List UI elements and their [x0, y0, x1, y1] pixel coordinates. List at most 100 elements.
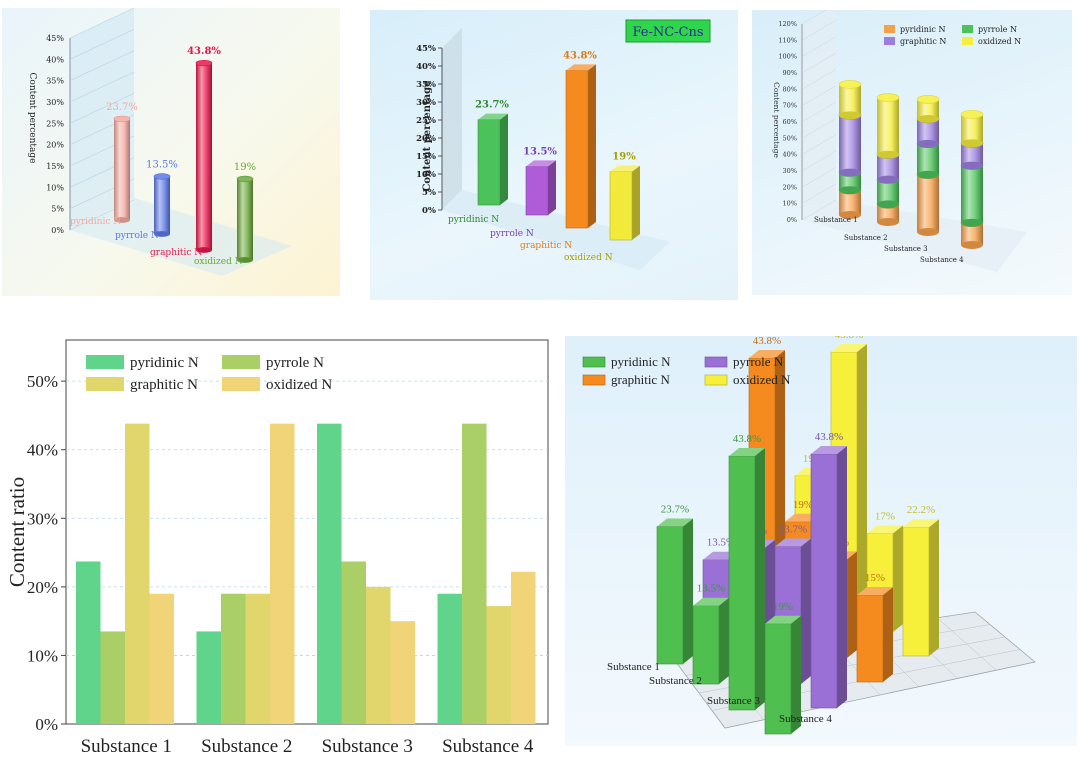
bar-segment-oxidized-N-base [961, 139, 983, 148]
data-label: 23.7% [779, 524, 807, 536]
bar-segment-pyridinic-N [961, 222, 983, 245]
bar-oxidized-N-base [237, 257, 253, 263]
y-tick-label: 25% [46, 119, 64, 128]
bar-pyridinic-N-top [693, 597, 729, 606]
legend-swatch [222, 377, 260, 391]
bar-pyridinic-N [764, 623, 792, 735]
grid-line [801, 101, 837, 123]
floor-plane [802, 200, 1027, 272]
grid-line [801, 20, 837, 41]
legend-label: pyrrole N [978, 25, 1017, 34]
y-tick-label: 40% [416, 62, 436, 72]
legend-swatch [962, 37, 973, 45]
data-label: 19% [234, 162, 256, 173]
bar-pyridinic-N-top [478, 113, 508, 120]
data-label: 43.8% [187, 46, 221, 57]
bar-segment-pyrrole-N [877, 179, 899, 205]
y-tick-label: 45% [416, 44, 436, 54]
bar-pyridinic-N [656, 526, 684, 665]
back-wall [802, 10, 836, 220]
bar-pyrrole-N [810, 453, 838, 709]
bar-pyridinic-N [317, 423, 342, 724]
bar-segment-graphitic-N [917, 118, 939, 144]
floor-plane [442, 190, 670, 270]
bar-pyridinic-N-side [500, 113, 508, 205]
bar-graphitic-N-top [857, 587, 893, 595]
bar-pyridinic-N [196, 631, 221, 724]
grid-line [801, 10, 827, 25]
bar-pyrrole-N [525, 166, 549, 216]
y-tick-label: 30% [416, 98, 436, 108]
bar-pyrrole-N [221, 593, 246, 724]
y-tick-label: 50% [27, 372, 58, 391]
x-tick-label: Substance 2 [649, 675, 702, 687]
y-tick-label: 70% [783, 102, 797, 110]
bar-pyrrole-N [100, 631, 125, 724]
panel-cylinder-chart: 0% 5% 10% 15% 20% 25% 30% 35% 40% 45% Content perc… [2, 8, 340, 296]
legend-swatch [704, 374, 728, 386]
bar-pyridinic-N-side [755, 447, 765, 710]
data-label: 13.5% [146, 159, 178, 170]
bar-segment-pyrrole-N-base [839, 186, 861, 195]
bar-oxidized-N-top [831, 343, 867, 352]
bar-segment-graphitic-N-base [839, 168, 861, 177]
y-axis-title: Content percentage [422, 80, 433, 191]
bar-pyridinic-N-top [765, 615, 801, 624]
bar-pyridinic-N [728, 455, 756, 711]
bar-pyrrole-N-base [154, 231, 170, 237]
y-tick-label: 15% [416, 152, 436, 162]
x-tick-label: Substance 2 [844, 234, 888, 242]
y-tick-label: 5% [51, 205, 64, 214]
bar-oxidized-N [609, 171, 633, 241]
panel-3d-grouped-bar-chart: 19%43.8%13.5%23.7%Substance 143.8%19%19%… [565, 336, 1077, 746]
y-axis-title: Content percentage [27, 73, 37, 164]
legend-label: graphitic N [130, 377, 198, 393]
data-label: 43.8% [753, 336, 781, 347]
bar-segment-pyridinic-N [839, 190, 861, 215]
x-tick-label: graphitic N [150, 248, 202, 258]
legend-swatch [962, 25, 973, 33]
bar-oxidized-N [149, 593, 174, 724]
grid-line [69, 93, 135, 124]
legend-swatch [884, 25, 895, 33]
data-label: 19% [773, 601, 793, 613]
bar-pyridinic-N-top [113, 115, 131, 123]
bar-graphitic-N-top [566, 64, 596, 71]
bar-segment-pyridinic-N-base [961, 241, 983, 249]
legend-label: pyridinic N [611, 354, 671, 369]
x-tick-label: Substance 1 [607, 661, 660, 673]
cylinder-chart-svg: 0% 5% 10% 15% 20% 25% 30% 35% 40% 45% Content perc… [27, 8, 292, 276]
y-tick-label: 20% [416, 134, 436, 144]
bar-oxidized-N-side [893, 525, 903, 632]
bar-oxidized-N [270, 423, 295, 724]
data-label: 43.8% [815, 431, 843, 443]
bar-segment-oxidized-N-base [877, 150, 899, 159]
y-tick-label: 20% [783, 183, 797, 191]
chart-title: Fe-NC-Cns [632, 25, 703, 40]
title-box [625, 19, 711, 43]
bar-oxidized-N-side [929, 519, 939, 656]
legend-label: oxidized N [733, 372, 791, 387]
y-tick-label: 50% [783, 134, 797, 142]
bar-graphitic-N [196, 63, 212, 251]
data-label: 23.7% [475, 100, 509, 111]
bar-pyridinic-N-side [683, 518, 693, 664]
bar-graphitic-N [856, 594, 884, 683]
y-tick-label: 0% [422, 206, 436, 216]
data-label: 23.7% [661, 504, 689, 516]
y-tick-label: 40% [27, 441, 58, 460]
bar-segment-pyrrole-N-base [961, 218, 983, 227]
data-label: 22.2% [907, 504, 935, 516]
x-tick-label: oxidized N [564, 253, 613, 263]
x-tick-label: pyridinic N [70, 217, 121, 227]
bar-segment-pyrrole-N [961, 165, 983, 223]
legend-label: pyridinic N [130, 355, 199, 371]
bar-pyrrole-N [341, 561, 366, 724]
bar-segment-graphitic-N-base [917, 139, 939, 148]
data-label: 19% [612, 152, 636, 163]
bar-oxidized-N-top [236, 175, 254, 183]
grid-line [801, 167, 837, 188]
data-label: 13.5% [523, 146, 557, 157]
grid-line [801, 85, 837, 106]
y-tick-label: 10% [783, 200, 797, 208]
